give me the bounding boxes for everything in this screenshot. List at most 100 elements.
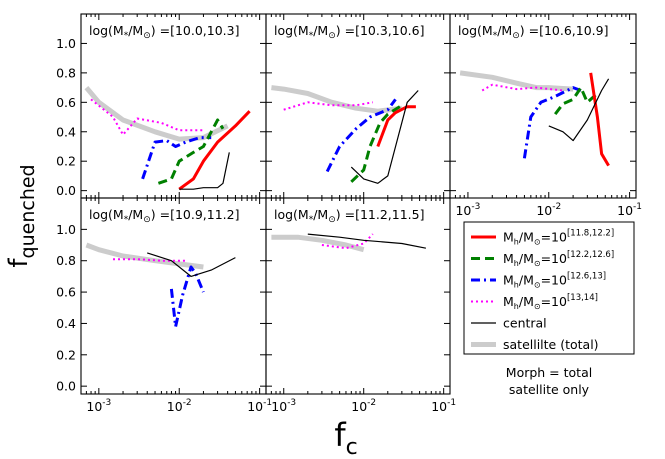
panel-title-mid: /M — [313, 23, 328, 38]
legend-exp: [12.6,13] — [567, 272, 606, 282]
y-tick-label: 0.0 — [56, 183, 76, 198]
x-tick-exp: -1 — [447, 398, 456, 408]
series-line-m3 — [522, 86, 582, 159]
y-axis-label-main: f — [4, 258, 34, 268]
panel-title-sub2: ⊙ — [143, 215, 151, 225]
y-tick-label: 0.8 — [56, 253, 76, 268]
x-tick-label: 10-1 — [431, 398, 456, 414]
x-tick-label: 10-2 — [536, 202, 561, 218]
panel-title-sub: * — [124, 31, 129, 41]
legend-exp: [12.2,12.6] — [567, 250, 614, 260]
panel-title-sub2: ⊙ — [328, 215, 336, 225]
y-tick-label: 0.0 — [56, 379, 76, 394]
y-tick-label: 0.6 — [56, 285, 76, 300]
panel-title-sub: * — [124, 215, 129, 225]
panel-title-sub: * — [309, 31, 314, 41]
panel-title-pre: log(M — [458, 23, 493, 38]
legend-mid: /M — [519, 294, 534, 309]
panel-title-mid: /M — [128, 207, 143, 222]
panel-title-sub: * — [309, 215, 314, 225]
x-tick-base: 10 — [271, 399, 287, 414]
y-tick-label: 0.4 — [56, 124, 76, 139]
panel-series — [84, 85, 251, 191]
x-tick-base: 10 — [431, 399, 447, 414]
legend-label-m1: Mh/M⊙=10[11.8,12.2] — [503, 229, 614, 247]
legend-sub: h — [514, 259, 519, 268]
x-axis-label: fc — [334, 416, 357, 459]
legend-sub: h — [514, 281, 519, 290]
panel-title-sub2: ⊙ — [328, 31, 336, 41]
x-tick-label: 10-2 — [351, 398, 376, 414]
panel-title-pre: log(M — [274, 207, 309, 222]
y-tick-label: 0.6 — [56, 95, 76, 110]
panel-series — [271, 233, 427, 253]
series-line-m4 — [90, 98, 204, 136]
panel-frame — [265, 197, 451, 395]
series-line-m1 — [178, 110, 251, 191]
x-tick-exp: -2 — [552, 202, 561, 212]
legend-sub2: ⊙ — [534, 281, 541, 290]
x-tick-exp: -2 — [367, 398, 376, 408]
panel-series — [85, 242, 236, 329]
series-line-m1 — [376, 105, 416, 148]
legend-label-satellite: satellilte (total) — [503, 337, 599, 352]
series-line-m3 — [169, 265, 205, 329]
panel-title-range: ) =[10.9,11.2] — [151, 207, 240, 222]
x-tick-label: 10-3 — [271, 398, 296, 414]
x-tick-base: 10 — [536, 203, 552, 218]
legend-m: M — [503, 273, 514, 288]
panel-title-range: ) =[11.2,11.5] — [336, 207, 425, 222]
series-line-m4 — [481, 83, 564, 92]
panel-title-pre: log(M — [89, 207, 124, 222]
series-line-m2 — [554, 86, 599, 116]
panel-series — [459, 70, 610, 167]
x-tick-exp: -3 — [471, 202, 480, 212]
panel-title: log(M*/M⊙) =[10.3,10.6] — [274, 23, 424, 41]
legend-mid: /M — [519, 230, 534, 245]
panel-frame — [80, 13, 267, 199]
x-tick-base: 10 — [617, 203, 633, 218]
panel-series — [271, 85, 419, 184]
legend-m: M — [503, 294, 514, 309]
note-line-2: satellite only — [509, 382, 590, 397]
series-line-m2 — [350, 104, 403, 183]
legend-frame — [463, 221, 635, 355]
x-tick-label: 10-1 — [617, 202, 642, 218]
series-line-central — [307, 233, 427, 249]
legend-sub: h — [514, 238, 519, 247]
y-tick-label: 0.8 — [56, 65, 76, 80]
y-axis-label-sub: quenched — [17, 164, 39, 258]
legend-exp: [11.8,12.2] — [567, 229, 614, 239]
panel-title: log(M*/M⊙) =[10.9,11.2] — [89, 207, 239, 225]
series-line-m4 — [283, 101, 373, 111]
legend-sub2: ⊙ — [534, 259, 541, 268]
x-tick-base: 10 — [86, 399, 102, 414]
series-line-m1 — [589, 72, 610, 167]
y-tick-label: 1.0 — [56, 222, 76, 237]
panel-title-sub: * — [493, 31, 498, 41]
panel-title-mid: /M — [497, 23, 512, 38]
x-tick-label: 10-3 — [86, 398, 111, 414]
x-tick-exp: -3 — [287, 398, 296, 408]
y-tick-label: 0.2 — [56, 154, 76, 169]
x-tick-exp: -2 — [183, 398, 192, 408]
series-line-m3 — [325, 98, 397, 173]
legend: Mh/M⊙=10[11.8,12.2]Mh/M⊙=10[12.2,12.6]Mh… — [463, 221, 635, 355]
y-tick-label: 0.2 — [56, 347, 76, 362]
x-tick-label: 10-2 — [167, 398, 192, 414]
x-tick-label: 10-1 — [247, 398, 272, 414]
legend-eq: =10 — [541, 294, 567, 309]
series-line-satellite — [85, 242, 204, 270]
x-tick-exp: -3 — [102, 398, 111, 408]
x-axis-label-main: f — [334, 416, 346, 454]
series-line-central — [350, 90, 419, 184]
panel-title-sub2: ⊙ — [143, 31, 151, 41]
legend-eq: =10 — [541, 251, 567, 266]
legend-sub: h — [514, 302, 519, 311]
x-tick-base: 10 — [455, 203, 471, 218]
series-line-satellite — [271, 85, 403, 114]
legend-sub2: ⊙ — [534, 302, 541, 311]
